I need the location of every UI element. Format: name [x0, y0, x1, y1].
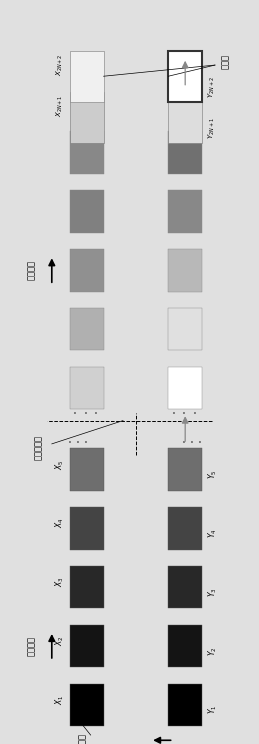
Bar	[168, 449, 202, 491]
Text: $X_5$: $X_5$	[53, 459, 66, 469]
Text: 向上水流: 向上水流	[27, 260, 35, 280]
Text: •: •	[73, 409, 80, 414]
Bar	[168, 190, 202, 233]
Bar	[70, 449, 104, 491]
Bar	[70, 367, 104, 409]
Text: •: •	[172, 409, 178, 414]
Text: $Y_1$: $Y_1$	[206, 705, 219, 714]
Bar	[168, 684, 202, 726]
Text: •: •	[190, 438, 196, 442]
Text: •: •	[94, 409, 100, 414]
Text: $Y_4$: $Y_4$	[206, 528, 219, 538]
Bar	[168, 51, 202, 102]
Text: •: •	[192, 409, 199, 414]
Text: 引出段: 引出段	[221, 54, 230, 69]
Bar	[168, 566, 202, 609]
Bar	[168, 249, 202, 292]
Bar	[70, 308, 104, 350]
Text: $Y_2$: $Y_2$	[206, 646, 219, 655]
Text: $X_1$: $X_1$	[53, 694, 66, 705]
Bar	[70, 566, 104, 609]
Text: $Y_{2N+2}$: $Y_{2N+2}$	[207, 76, 218, 98]
Bar	[168, 367, 202, 409]
Text: $X_2$: $X_2$	[53, 635, 66, 646]
Bar	[70, 51, 104, 102]
Text: •: •	[182, 438, 188, 442]
Bar	[168, 308, 202, 350]
Text: $X_{2N+1}$: $X_{2N+1}$	[54, 95, 65, 118]
Bar	[70, 132, 104, 174]
Text: $X_3$: $X_3$	[53, 577, 66, 587]
Text: •: •	[76, 438, 82, 442]
Text: •: •	[198, 438, 204, 442]
Bar	[70, 684, 104, 726]
Bar	[70, 190, 104, 233]
Bar	[70, 625, 104, 667]
Text: •: •	[68, 438, 74, 442]
Bar	[168, 132, 202, 174]
Text: $Y_3$: $Y_3$	[206, 587, 219, 597]
Text: $X_{2N+2}$: $X_{2N+2}$	[54, 54, 65, 76]
Bar	[168, 507, 202, 550]
Bar	[168, 625, 202, 667]
Bar	[70, 92, 104, 143]
Text: •: •	[84, 438, 90, 442]
Bar	[70, 507, 104, 550]
Text: 换热管底部: 换热管底部	[34, 435, 43, 460]
Bar	[70, 249, 104, 292]
Text: •: •	[182, 409, 188, 414]
Text: •: •	[84, 409, 90, 414]
Text: $Y_{2N+1}$: $Y_{2N+1}$	[207, 118, 218, 139]
Text: 进入段: 进入段	[78, 733, 87, 744]
Text: $Y_5$: $Y_5$	[206, 469, 219, 479]
Bar	[168, 92, 202, 143]
Text: 向下水流: 向下水流	[27, 636, 35, 656]
Text: $X_4$: $X_4$	[53, 518, 66, 528]
